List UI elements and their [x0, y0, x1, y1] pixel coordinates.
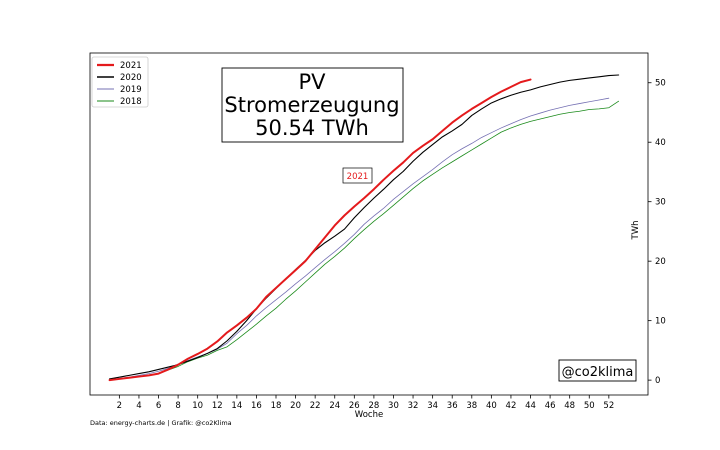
- year-tag-frame: [342, 167, 373, 184]
- x-tick-label: 22: [310, 401, 321, 411]
- x-tick-label: 36: [447, 401, 458, 411]
- x-tick-label: 6: [156, 401, 161, 411]
- x-tick-label: 46: [545, 401, 556, 411]
- x-tick-label: 16: [251, 401, 262, 411]
- legend: 2021 2020 2019 2018: [91, 56, 149, 108]
- x-tick-label: 8: [175, 401, 180, 411]
- x-tick-label: 14: [231, 401, 242, 411]
- x-tick-label: 30: [388, 401, 399, 411]
- x-tick-label: 20: [290, 401, 301, 411]
- plot-area-frame: [89, 52, 649, 396]
- year-tag-label: 2021: [347, 172, 369, 182]
- x-tick-label: 38: [466, 401, 477, 411]
- watermark-frame: [558, 359, 637, 382]
- y-tick-label: 50: [655, 79, 666, 89]
- title-line-2: Stromerzeugung: [224, 93, 399, 117]
- year-tag: 2021: [342, 167, 373, 184]
- title-box: PV Stromerzeugung 50.54 TWh: [221, 67, 404, 143]
- x-tick-label: 26: [349, 401, 360, 411]
- watermark-label: @co2klima: [562, 365, 634, 380]
- source-footer: Data: energy-charts.de | Grafik: @co2Kli…: [90, 419, 232, 427]
- x-tick-label: 52: [603, 401, 614, 411]
- x-tick-label: 24: [329, 401, 340, 411]
- x-tick-label: 18: [271, 401, 282, 411]
- x-tick-label: 44: [525, 401, 536, 411]
- title-line-3: 50.54 TWh: [255, 116, 369, 140]
- x-tick-label: 12: [212, 401, 223, 411]
- title-line-1: PV: [298, 70, 326, 94]
- y-tick-label: 30: [655, 198, 666, 208]
- x-axis-label: Woche: [355, 410, 383, 420]
- y-tick-label: 0: [655, 376, 660, 386]
- x-tick-label: 48: [564, 401, 575, 411]
- x-tick-label: 28: [368, 401, 379, 411]
- series-line-2019: [109, 97, 610, 380]
- y-tick-label: 10: [655, 317, 666, 327]
- y-axis-ticks: 0 10 20 30 40 50: [648, 79, 666, 386]
- x-tick-label: 4: [136, 401, 141, 411]
- legend-label-2021: 2021: [120, 61, 142, 71]
- x-tick-label: 32: [408, 401, 419, 411]
- x-tick-label: 34: [427, 401, 438, 411]
- y-axis-label: TWh: [631, 221, 641, 241]
- x-tick-label: 10: [192, 401, 203, 411]
- title-box-frame: [221, 67, 404, 143]
- series-line-2021: [108, 78, 532, 382]
- y-tick-label: 40: [655, 138, 666, 148]
- x-tick-label: 42: [506, 401, 517, 411]
- series-line-2018: [109, 100, 620, 380]
- x-tick-label: 2: [117, 401, 122, 411]
- x-axis-ticks: 2 4 6 8 10 12 14 16 18 20 22 24 26 28 30 32 34 36 38 40 42 44…: [117, 395, 614, 411]
- legend-frame: [91, 56, 149, 108]
- series-line-2020: [109, 74, 620, 380]
- legend-label-2018: 2018: [120, 97, 142, 107]
- series-layer: [108, 74, 620, 382]
- legend-label-2019: 2019: [120, 85, 142, 95]
- y-tick-label: 20: [655, 257, 666, 267]
- legend-label-2020: 2020: [120, 73, 142, 83]
- watermark: @co2klima: [558, 359, 637, 382]
- x-tick-label: 40: [486, 401, 497, 411]
- x-tick-label: 50: [584, 401, 595, 411]
